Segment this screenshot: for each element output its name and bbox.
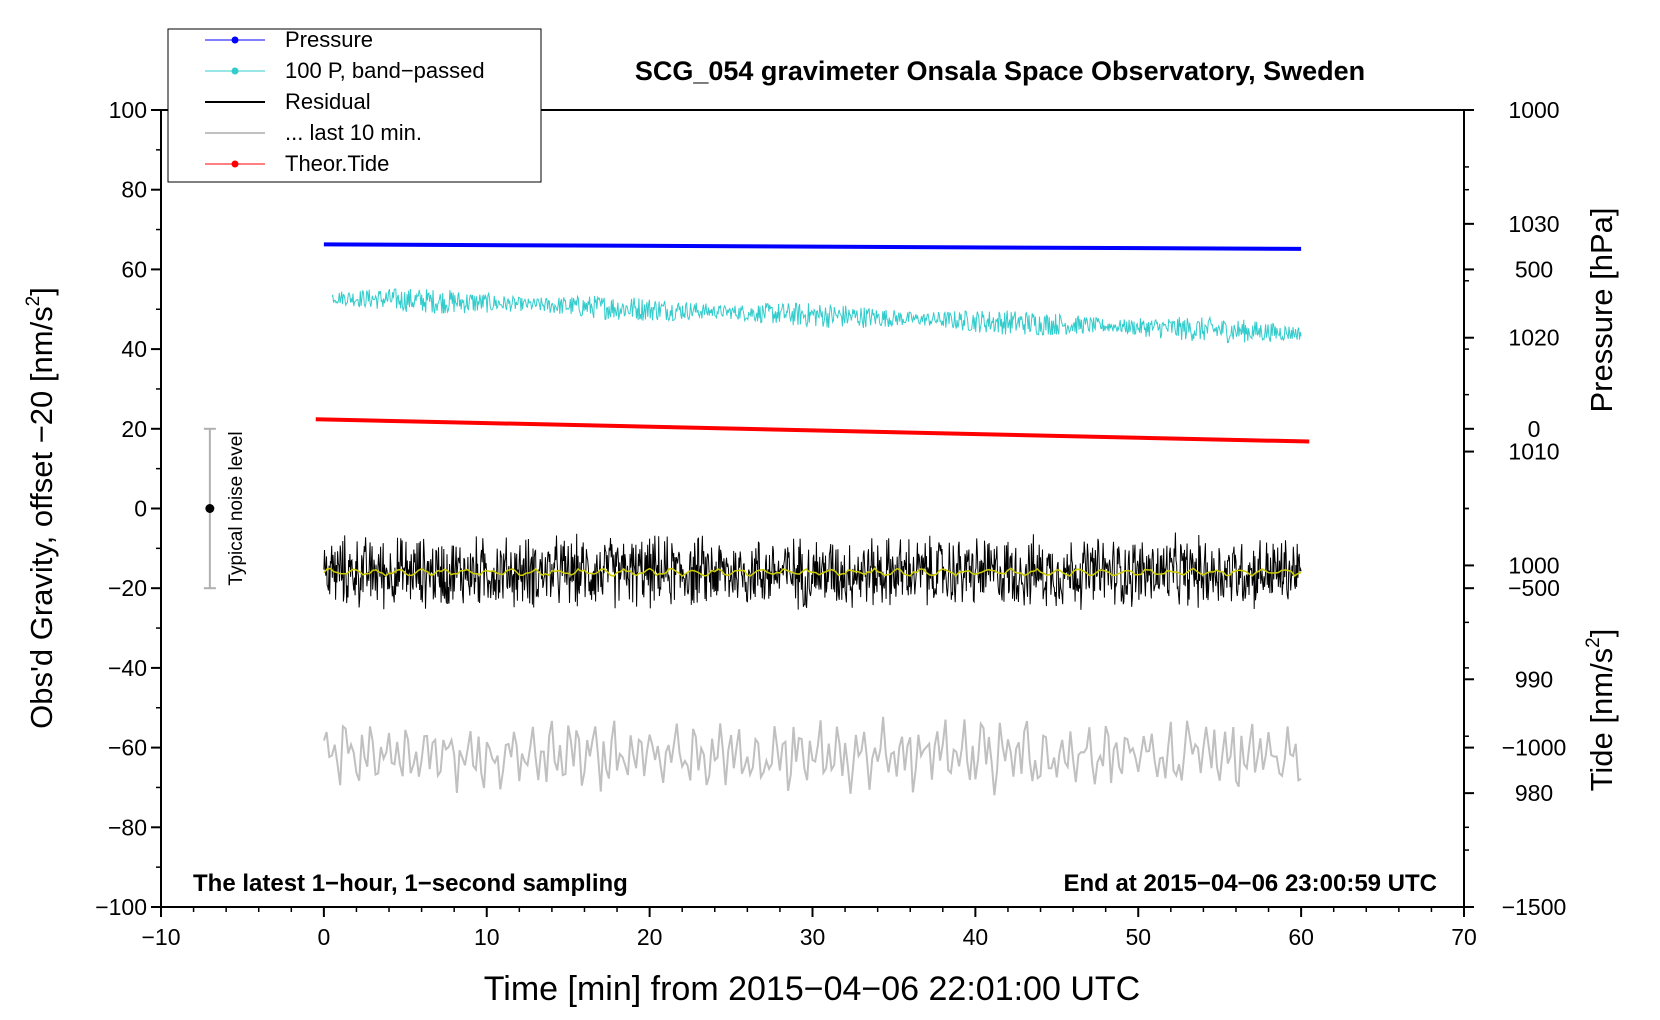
pressure-tick-label: 1000 [1508,552,1559,578]
chart-title: SCG_054 gravimeter Onsala Space Observat… [635,56,1365,86]
noise-indicator: Typical noise level [203,427,247,590]
pressure-tick-label: 1010 [1508,439,1559,465]
noise-center-dot [205,504,215,513]
x-axis-label: Time [min] from 2015−04−06 22:01:00 UTC [484,970,1140,1008]
y-tick-label: 60 [121,256,147,282]
x-tick-label: 60 [1288,924,1314,950]
pressure-axis-label: Pressure [hPa] [1584,207,1619,412]
tide-tick-label: −1000 [1502,735,1567,761]
x-tick-label: 40 [963,924,989,950]
series-last-10-min-line [322,716,1302,796]
y-tick-label: −40 [108,655,147,681]
x-tick-label: 0 [317,924,330,950]
time-axis-ticks: −10 0 10 20 30 40 50 60 70 [141,907,1477,950]
x-tick-label: 10 [474,924,500,950]
tide-axis-label-close: ] [1584,629,1619,638]
series-band-passed-line [331,288,1302,344]
tide-tick-label: −1500 [1502,894,1567,920]
left-axis-label: Obs'd Gravity, offset −20 [nm/s2] [23,287,59,729]
pressure-tick-label: 990 [1515,666,1553,692]
y-tick-label: 100 [109,97,147,123]
pressure-axis-ticks: 1030 1020 1010 1000 990 980 [1464,166,1560,851]
y-tick-label: −100 [95,894,147,920]
series-residual-smoothed-line [323,567,1302,578]
y-tick-label: −80 [108,814,147,840]
y-tick-label: 40 [121,336,147,362]
y-tick-label: 0 [134,496,147,522]
y-tick-label: 20 [121,416,147,442]
tide-tick-label: 1000 [1508,97,1559,123]
series-pressure-line [323,242,1302,251]
left-axis-label-close: ] [24,287,59,296]
legend-label: Pressure [285,27,373,52]
series-layer [315,242,1310,796]
annotation-bottom-right: End at 2015−04−06 23:00:59 UTC [1063,870,1437,897]
y-tick-label: −60 [108,735,147,761]
x-tick-label: 30 [800,924,826,950]
series-tide-line [315,417,1310,444]
x-tick-label: −10 [141,924,180,950]
x-tick-label: 50 [1125,924,1151,950]
tide-tick-label: −500 [1508,575,1560,601]
tide-tick-label: 500 [1515,256,1553,282]
pressure-tick-label: 1030 [1508,211,1559,237]
legend-label: Theor.Tide [285,151,389,176]
tide-axis-ticks: 1000 500 0 −500 −1000 −1500 [1464,97,1566,920]
pressure-tick-label: 980 [1515,780,1553,806]
tide-axis-label-sup: 2 [1583,637,1604,648]
legend-label: Residual [285,89,371,114]
legend-swatch-dot [231,67,239,75]
tide-axis-label: Tide [nm/s2] [1583,629,1619,792]
legend-label: ... last 10 min. [285,120,422,145]
x-tick-label: 70 [1451,924,1477,950]
plot-frame [160,109,1465,908]
annotation-bottom-left: The latest 1−hour, 1−second sampling [193,870,628,897]
y-tick-label: −20 [108,575,147,601]
pressure-tick-label: 1020 [1508,325,1559,351]
left-axis-label-sup: 2 [23,296,44,307]
y-tick-label: 80 [121,177,147,203]
tide-tick-label: 0 [1528,416,1541,442]
legend-box [167,28,542,183]
series-residual-line [323,532,1302,610]
legend-swatch-dot [231,160,239,168]
legend: Pressure 100 P, band−passed Residual ... la… [167,27,542,183]
noise-label: Typical noise level [226,431,247,585]
legend-label: 100 P, band−passed [285,58,485,83]
legend-swatch-dot [231,36,239,44]
gravity-axis-ticks: 100 80 60 40 20 0 −20 −40 −60 −80 −100 [95,97,161,920]
x-tick-label: 20 [637,924,663,950]
